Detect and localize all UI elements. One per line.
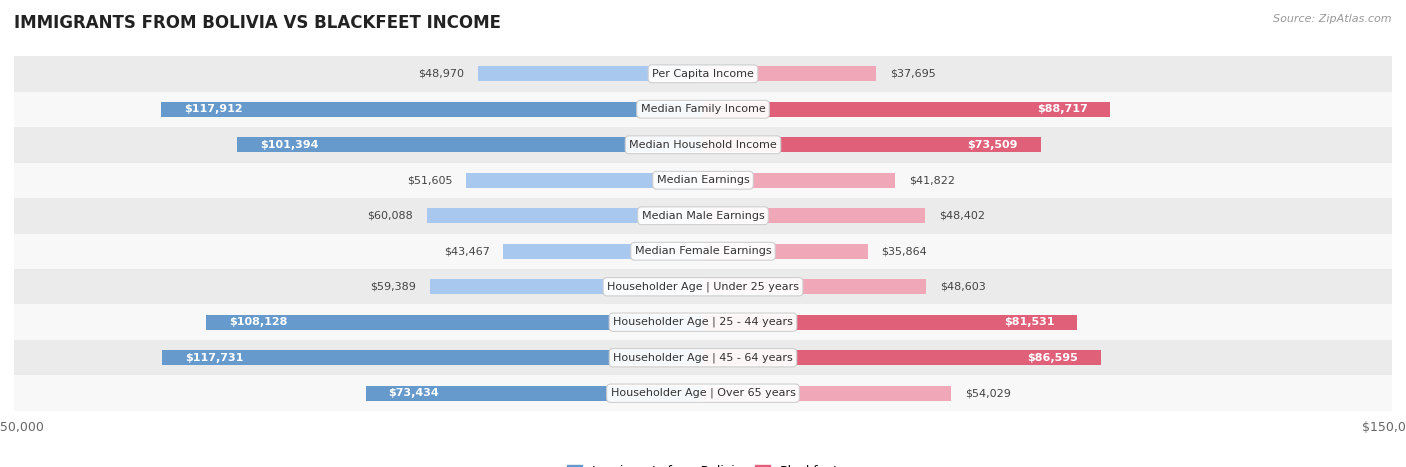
Text: Householder Age | Over 65 years: Householder Age | Over 65 years: [610, 388, 796, 398]
Bar: [503, 244, 703, 259]
Text: $59,389: $59,389: [371, 282, 416, 292]
Bar: [703, 208, 925, 223]
Text: Householder Age | 45 - 64 years: Householder Age | 45 - 64 years: [613, 353, 793, 363]
Legend: Immigrants from Bolivia, Blackfeet: Immigrants from Bolivia, Blackfeet: [562, 460, 844, 467]
Text: $60,088: $60,088: [367, 211, 413, 221]
Bar: [14, 92, 1392, 127]
Bar: [703, 173, 896, 188]
Text: Householder Age | Under 25 years: Householder Age | Under 25 years: [607, 282, 799, 292]
Text: $48,402: $48,402: [939, 211, 986, 221]
Bar: [14, 127, 1392, 163]
Text: $117,912: $117,912: [184, 104, 243, 114]
Text: Householder Age | 25 - 44 years: Householder Age | 25 - 44 years: [613, 317, 793, 327]
Text: $101,394: $101,394: [260, 140, 319, 150]
Bar: [430, 279, 703, 294]
Text: $41,822: $41,822: [908, 175, 955, 185]
Text: $37,695: $37,695: [890, 69, 935, 79]
Bar: [366, 386, 703, 401]
Bar: [478, 66, 703, 81]
Text: $48,603: $48,603: [941, 282, 986, 292]
Text: $81,531: $81,531: [1004, 317, 1054, 327]
Text: $43,467: $43,467: [444, 246, 489, 256]
Text: $73,434: $73,434: [388, 388, 440, 398]
Text: $73,509: $73,509: [967, 140, 1018, 150]
Text: Median Family Income: Median Family Income: [641, 104, 765, 114]
Text: IMMIGRANTS FROM BOLIVIA VS BLACKFEET INCOME: IMMIGRANTS FROM BOLIVIA VS BLACKFEET INC…: [14, 14, 501, 32]
Bar: [14, 375, 1392, 411]
Bar: [703, 279, 927, 294]
Bar: [207, 315, 703, 330]
Text: $86,595: $86,595: [1026, 353, 1078, 363]
Bar: [14, 234, 1392, 269]
Text: $108,128: $108,128: [229, 317, 288, 327]
Text: $51,605: $51,605: [406, 175, 453, 185]
Text: $54,029: $54,029: [965, 388, 1011, 398]
Text: Median Female Earnings: Median Female Earnings: [634, 246, 772, 256]
Bar: [703, 66, 876, 81]
Bar: [703, 315, 1077, 330]
Bar: [703, 350, 1101, 365]
Bar: [703, 244, 868, 259]
Bar: [162, 102, 703, 117]
Bar: [703, 386, 950, 401]
Text: $35,864: $35,864: [882, 246, 927, 256]
Text: $48,970: $48,970: [419, 69, 464, 79]
Text: Median Earnings: Median Earnings: [657, 175, 749, 185]
Bar: [703, 137, 1040, 152]
Text: Per Capita Income: Per Capita Income: [652, 69, 754, 79]
Bar: [14, 163, 1392, 198]
Text: Median Household Income: Median Household Income: [628, 140, 778, 150]
Bar: [465, 173, 703, 188]
Bar: [14, 198, 1392, 234]
Text: Source: ZipAtlas.com: Source: ZipAtlas.com: [1274, 14, 1392, 24]
Text: $88,717: $88,717: [1036, 104, 1087, 114]
Bar: [427, 208, 703, 223]
Bar: [703, 102, 1111, 117]
Text: $117,731: $117,731: [186, 353, 243, 363]
Bar: [14, 304, 1392, 340]
Bar: [14, 340, 1392, 375]
Bar: [162, 350, 703, 365]
Bar: [14, 56, 1392, 92]
Bar: [238, 137, 703, 152]
Bar: [14, 269, 1392, 304]
Text: Median Male Earnings: Median Male Earnings: [641, 211, 765, 221]
